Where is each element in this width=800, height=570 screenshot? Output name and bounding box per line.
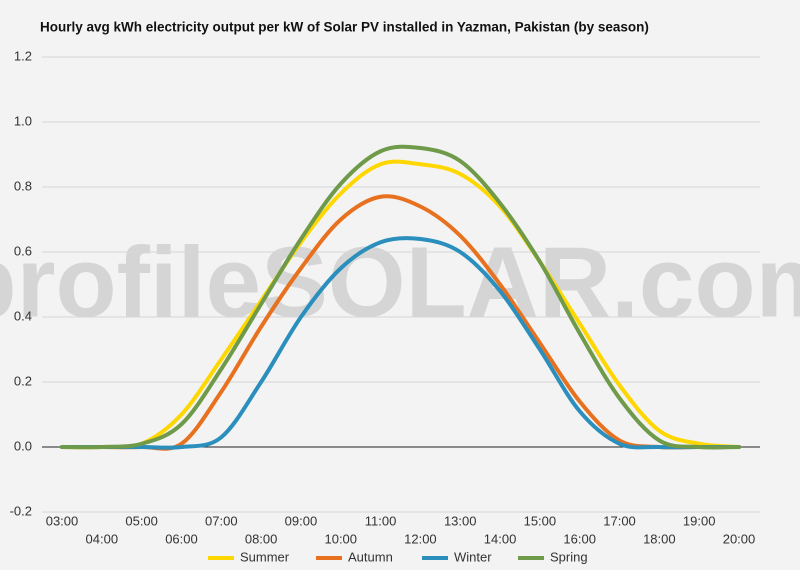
x-tick-label: 04:00 [86,531,119,546]
x-tick-label: 17:00 [603,513,636,528]
y-tick-label: 1.2 [14,48,32,63]
line [60,236,741,450]
x-tick-label: 16:00 [563,531,596,546]
legend-label: Winter [454,549,492,564]
x-tick-label: 19:00 [683,513,716,528]
y-tick-label: -0.2 [10,503,32,518]
line [60,159,741,450]
y-tick-label: 0.2 [14,373,32,388]
x-tick-label: 03:00 [46,513,79,528]
watermark: profileSOLAR.com [0,226,800,338]
chart-title: Hourly avg kWh electricity output per kW… [40,20,649,35]
x-tick-label: 05:00 [125,513,158,528]
x-tick-label: 15:00 [524,513,557,528]
x-tick-label: 10:00 [324,531,357,546]
x-tick-label: 12:00 [404,531,437,546]
x-tick-label: 07:00 [205,513,238,528]
y-tick-label: 0.0 [14,438,32,453]
y-tick-label: 0.4 [14,308,32,323]
x-tick-label: 09:00 [285,513,318,528]
x-tick-label: 20:00 [723,531,756,546]
x-tick-label: 11:00 [365,513,397,528]
x-tick-label: 13:00 [444,513,477,528]
y-tick-label: 0.6 [14,243,32,258]
legend-label: Summer [240,549,290,564]
x-tick-label: 06:00 [165,531,198,546]
line [60,144,741,450]
legend-label: Spring [550,549,588,564]
x-tick-label: 18:00 [643,531,676,546]
x-tick-label: 14:00 [484,531,517,546]
y-tick-label: 0.8 [14,178,32,193]
legend-label: Autumn [348,549,393,564]
x-tick-label: 08:00 [245,531,278,546]
y-tick-label: 1.0 [14,113,32,128]
line [60,194,741,451]
